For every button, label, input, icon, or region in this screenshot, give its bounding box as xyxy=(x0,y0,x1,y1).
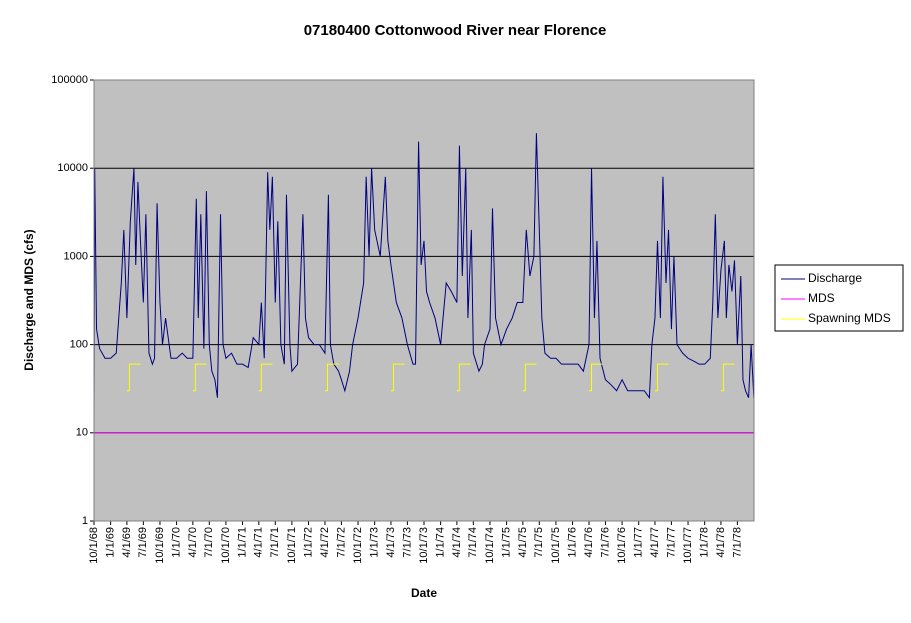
x-tick-label: 7/1/71 xyxy=(269,527,281,558)
x-tick-label: 7/1/69 xyxy=(137,527,149,558)
plot-area xyxy=(94,80,754,521)
x-tick-label: 7/1/74 xyxy=(467,527,479,558)
x-tick-label: 7/1/78 xyxy=(731,527,743,558)
x-tick-label: 7/1/76 xyxy=(599,527,611,558)
line-2 xyxy=(589,363,603,392)
x-tick-label: 1/1/73 xyxy=(369,527,381,558)
x-tick-label: 1/1/77 xyxy=(633,527,645,558)
x-tick-label: 10/1/73 xyxy=(418,527,430,564)
x-tick-label: 10/1/77 xyxy=(682,527,694,564)
x-tick-label: 7/1/75 xyxy=(533,527,545,558)
x-tick-label: 10/1/69 xyxy=(154,527,166,564)
x-tick-label: 4/1/73 xyxy=(385,527,397,558)
x-tick-label: 1/1/70 xyxy=(170,527,182,558)
y-tick-label: 10000 xyxy=(57,162,88,174)
x-tick-label: 7/1/70 xyxy=(203,527,215,558)
x-tick-label: 4/1/75 xyxy=(517,527,529,558)
y-tick-label: 1000 xyxy=(64,250,88,262)
x-tick-label: 10/1/70 xyxy=(220,527,232,564)
x-tick-label: 7/1/77 xyxy=(665,527,677,558)
y-axis-label: Discharge and MDS (cfs) xyxy=(22,229,36,370)
y-tick-label: 1 xyxy=(82,515,88,527)
x-tick-label: 10/1/71 xyxy=(286,527,298,564)
line-2 xyxy=(324,363,339,392)
x-tick-label: 1/1/69 xyxy=(105,527,117,558)
x-tick-label: 4/1/72 xyxy=(319,527,331,558)
x-axis-label: Date xyxy=(411,586,437,600)
x-tick-label: 1/1/71 xyxy=(236,527,248,558)
line-0 xyxy=(93,133,755,418)
x-tick-label: 7/1/73 xyxy=(401,527,413,558)
x-tick-label: 1/1/74 xyxy=(435,527,447,558)
line-2 xyxy=(390,363,405,392)
chart-title: 07180400 Cottonwood River near Florence xyxy=(304,22,607,39)
x-tick-label: 4/1/69 xyxy=(121,527,133,558)
x-tick-label: 10/1/74 xyxy=(484,527,496,564)
x-tick-label: 10/1/75 xyxy=(550,527,562,564)
y-tick-label: 100 xyxy=(70,339,88,351)
line-2 xyxy=(192,363,207,392)
x-tick-label: 4/1/71 xyxy=(253,527,265,558)
y-tick-label: 10 xyxy=(76,427,88,439)
line-2 xyxy=(720,363,735,392)
line-2 xyxy=(456,363,471,392)
line-2 xyxy=(654,363,669,392)
y-tick-label: 100000 xyxy=(51,74,88,86)
line-2 xyxy=(258,363,273,392)
legend-box xyxy=(774,264,904,332)
plot-border xyxy=(93,79,755,522)
x-tick-label: 1/1/76 xyxy=(566,527,578,558)
x-tick-label: 1/1/72 xyxy=(302,527,314,558)
x-tick-label: 1/1/78 xyxy=(699,527,711,558)
x-tick-label: 10/1/68 xyxy=(88,527,100,564)
line-2 xyxy=(522,363,537,392)
x-tick-label: 4/1/74 xyxy=(451,527,463,558)
x-tick-label: 10/1/76 xyxy=(616,527,628,564)
x-tick-label: 4/1/76 xyxy=(583,527,595,558)
x-tick-label: 4/1/70 xyxy=(187,527,199,558)
legend: Discharge MDS Spawning MDS xyxy=(774,264,904,332)
x-tick-label: 1/1/75 xyxy=(500,527,512,558)
x-tick-label: 4/1/77 xyxy=(649,527,661,558)
series-layer xyxy=(93,133,755,434)
grid: 1 10 100 1000 10000 100000 10/1/68 1/1/69 4/1/69… xyxy=(51,74,754,564)
line-2 xyxy=(126,363,141,392)
x-tick-label: 4/1/78 xyxy=(715,527,727,558)
legend-label: Discharge xyxy=(808,271,862,285)
x-tick-label: 7/1/72 xyxy=(335,527,347,558)
legend-label: MDS xyxy=(808,291,835,305)
x-tick-label: 10/1/72 xyxy=(352,527,364,564)
legend-label: Spawning MDS xyxy=(808,311,891,325)
